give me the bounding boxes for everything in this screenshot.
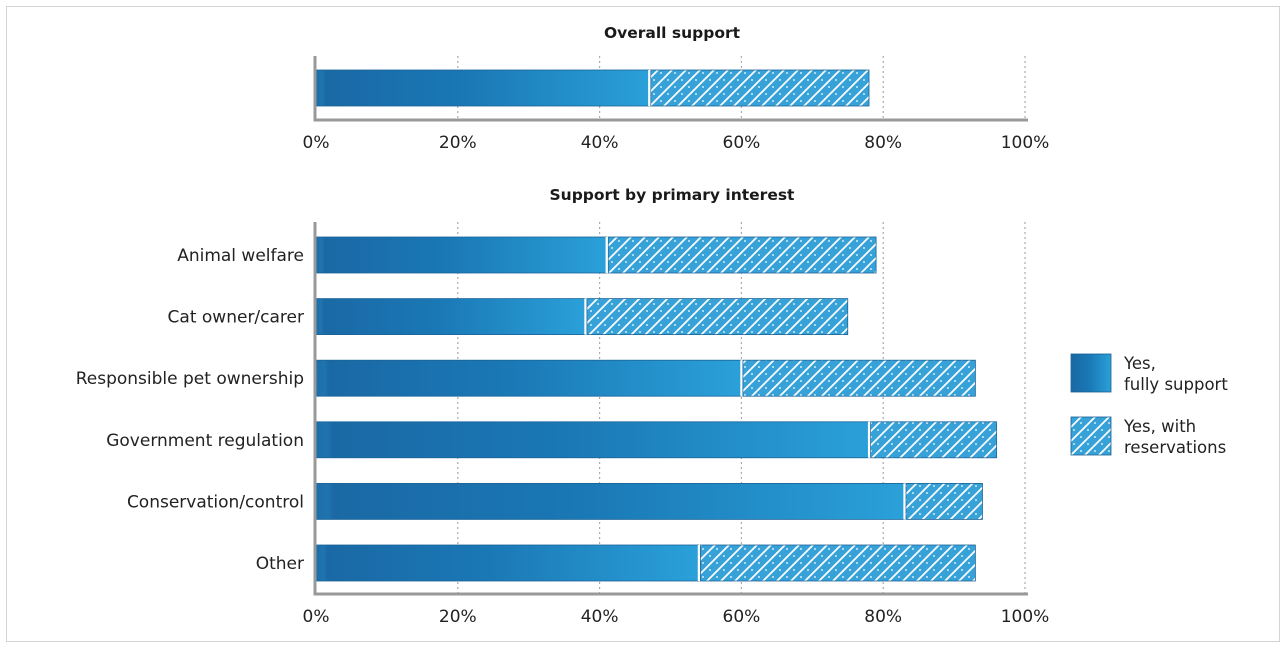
bar-fully-support: [315, 359, 742, 397]
axis-overall: [313, 56, 1028, 122]
bar-fully-support: [315, 298, 586, 336]
category-label: Responsible pet ownership: [76, 369, 304, 389]
legend-label-fully-support-2: fully support: [1124, 375, 1228, 394]
category-label: Animal welfare: [177, 246, 304, 266]
category-labels: Animal welfare Cat owner/carer Responsible…: [76, 246, 304, 574]
x-tick-label: 40%: [581, 133, 619, 153]
bar-with-reservations: [607, 236, 877, 274]
legend-swatch-with-reservations: [1070, 416, 1112, 456]
x-ticks-by-interest: 0% 20% 40% 60% 80% 100%: [303, 607, 1050, 627]
bar-with-reservations: [905, 482, 983, 520]
category-label: Conservation/control: [127, 492, 304, 512]
x-tick-label: 100%: [1001, 133, 1050, 153]
chart-title-by-interest: Support by primary interest: [550, 186, 796, 204]
x-tick-label: 80%: [864, 133, 902, 153]
gridlines-by-interest: [457, 222, 1026, 594]
x-tick-label: 0%: [303, 607, 330, 627]
bars-overall: [315, 69, 870, 107]
category-label: Cat owner/carer: [168, 308, 304, 328]
chart-title-overall: Overall support: [604, 24, 741, 42]
x-tick-label: 60%: [723, 607, 761, 627]
x-tick-label: 80%: [864, 607, 902, 627]
legend-label-fully-support-1: Yes,: [1123, 354, 1156, 373]
axis-by-interest: [313, 222, 1028, 596]
legend-swatch-fully-support: [1070, 353, 1112, 393]
category-label: Other: [256, 554, 304, 574]
bar-with-reservations: [650, 69, 870, 107]
bar-with-reservations: [699, 544, 976, 582]
x-tick-label: 60%: [723, 133, 761, 153]
x-tick-label: 0%: [303, 133, 330, 153]
legend-label-with-reservations-2: reservations: [1124, 438, 1226, 457]
bar-with-reservations: [586, 298, 849, 336]
legend-label-with-reservations-1: Yes, with: [1123, 417, 1196, 436]
bar-fully-support: [315, 544, 700, 582]
x-tick-label: 40%: [581, 607, 619, 627]
x-tick-label: 100%: [1001, 607, 1050, 627]
x-ticks-overall: 0% 20% 40% 60% 80% 100%: [303, 133, 1050, 153]
x-tick-label: 20%: [439, 607, 477, 627]
x-tick-label: 20%: [439, 133, 477, 153]
category-label: Government regulation: [106, 431, 304, 451]
legend: Yes, fully support Yes, with reservation…: [1070, 353, 1228, 457]
bar-fully-support: [315, 236, 608, 274]
bar-fully-support: [315, 421, 870, 459]
bars-by-interest: [315, 236, 998, 582]
bar-with-reservations: [742, 359, 976, 397]
bar-fully-support: [315, 69, 650, 107]
bar-with-reservations: [870, 421, 998, 459]
bar-fully-support: [315, 482, 905, 520]
